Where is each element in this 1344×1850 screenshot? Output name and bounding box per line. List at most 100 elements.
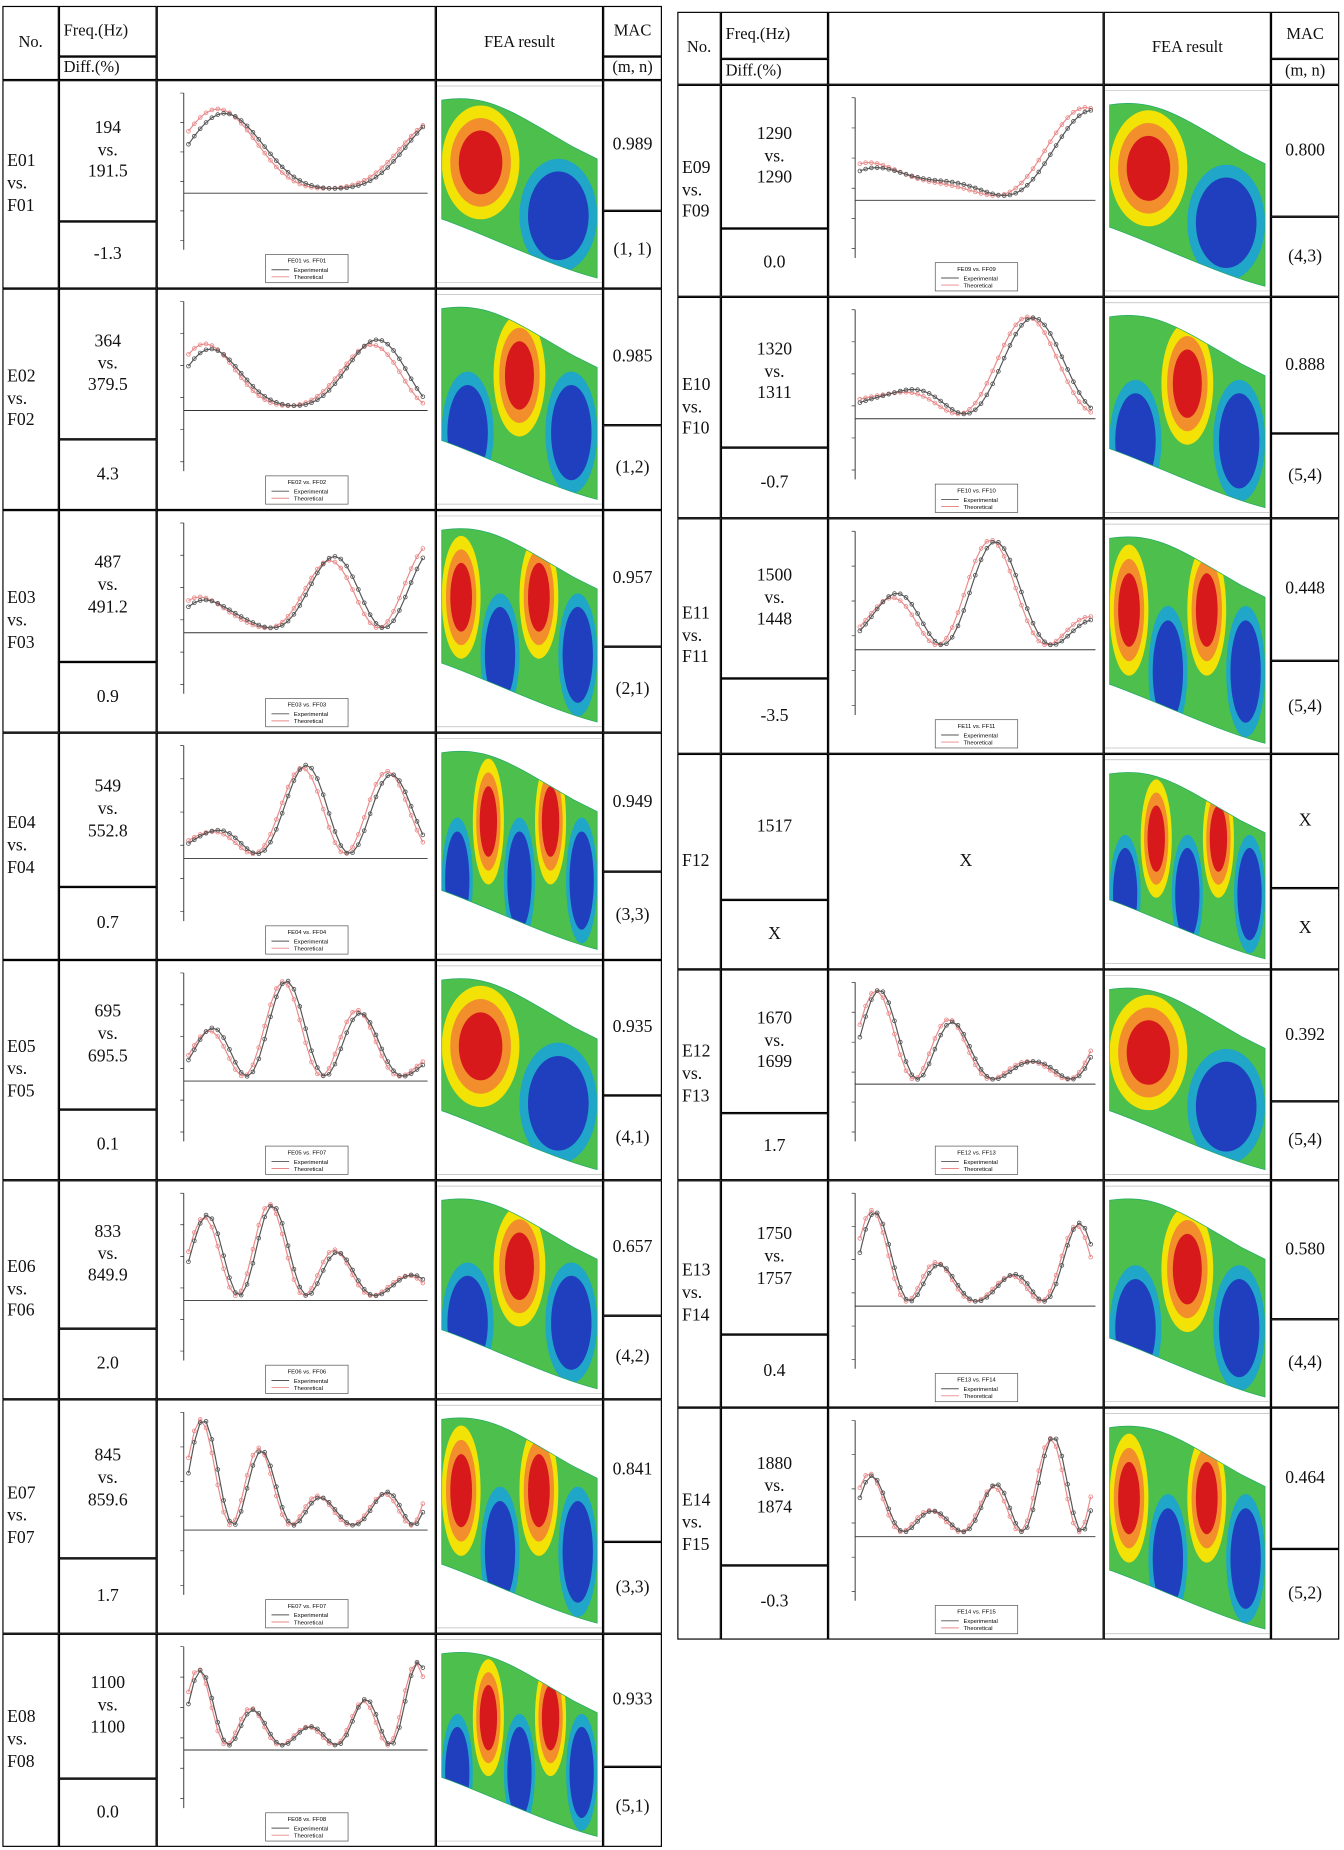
curve-marker — [268, 1014, 273, 1020]
curve-marker — [192, 1047, 197, 1053]
curve-marker — [420, 832, 426, 838]
curve-marker — [332, 1742, 338, 1748]
curve-marker — [921, 631, 926, 636]
curve-marker — [1013, 1062, 1019, 1068]
curve-marker — [326, 1071, 332, 1077]
curve-marker — [414, 395, 420, 401]
fea-cell — [1103, 296, 1271, 519]
diff-percent: -1.3 — [93, 245, 122, 264]
curve-marker — [332, 554, 338, 559]
plot-legend — [265, 925, 349, 955]
curve-marker — [984, 381, 990, 386]
curve-marker — [197, 598, 203, 603]
curve-marker — [356, 1278, 361, 1283]
curve-marker — [309, 1724, 314, 1729]
curve-marker — [1013, 1271, 1019, 1277]
curve-marker — [291, 1736, 297, 1741]
curve-marker — [192, 133, 197, 139]
fea-mode-image — [437, 1185, 602, 1394]
legend-label: Experimental — [294, 712, 328, 718]
curve-marker — [186, 1701, 191, 1707]
row-no: E06 vs. F06 — [2, 1180, 59, 1400]
curve-marker — [186, 598, 191, 603]
curve-marker — [197, 1420, 203, 1425]
mode-contour — [1126, 420, 1145, 462]
curve-marker — [361, 181, 367, 186]
curve-marker — [238, 617, 244, 622]
curve-marker — [221, 1498, 226, 1503]
plate-outline — [441, 98, 598, 279]
curve-marker — [233, 1293, 238, 1298]
curve-marker — [344, 185, 349, 191]
curve-marker — [897, 1052, 903, 1058]
legend-label: Experimental — [294, 939, 328, 945]
curve-marker — [192, 600, 197, 606]
legend-label: Experimental — [964, 733, 998, 739]
curve-marker — [274, 625, 279, 630]
curve-marker — [967, 183, 972, 189]
curve-marker — [203, 830, 209, 836]
header-no: No. — [677, 11, 721, 85]
curve-marker — [209, 346, 215, 352]
curve-marker — [233, 613, 238, 619]
header-text: Diff.(%) — [63, 59, 120, 77]
curve-marker — [978, 557, 984, 562]
curve-marker — [309, 774, 314, 780]
curve-marker — [262, 1450, 267, 1455]
fea-cell — [435, 1399, 604, 1634]
mac-value: 0.935 — [612, 1017, 653, 1037]
mode-id: E06 — [7, 1257, 36, 1277]
mode-id: vs. — [7, 611, 28, 631]
mode-index: (4,4) — [1288, 1353, 1323, 1373]
diff-percent: 2.0 — [96, 1354, 119, 1373]
diff-cell: 0.1 — [58, 1109, 157, 1181]
freq-cell: 845 vs. 859.6 — [58, 1399, 157, 1559]
experimental-curve — [859, 1438, 1092, 1533]
experimental-curve — [188, 764, 424, 855]
curve-marker — [926, 1051, 932, 1057]
frequency: vs. — [97, 1696, 118, 1716]
plot-cell: X — [828, 753, 1104, 970]
curve-marker — [250, 1707, 256, 1712]
curve-marker — [414, 566, 420, 572]
curve-marker — [215, 1243, 221, 1249]
mode-contour — [576, 859, 587, 902]
curve-marker — [361, 1516, 367, 1522]
curve-marker — [303, 1293, 308, 1298]
curve-marker — [215, 1027, 221, 1033]
mode-id: vs. — [682, 626, 703, 646]
curve-marker — [233, 363, 238, 369]
mac-cell: 0.392 — [1270, 969, 1340, 1102]
curve-marker — [420, 394, 426, 399]
curve-marker — [186, 1470, 191, 1476]
curve-marker — [1013, 185, 1019, 191]
curve-marker — [209, 1450, 215, 1456]
curve-marker — [1019, 589, 1024, 595]
frequency: 549 — [94, 777, 122, 797]
curve-marker — [1053, 1444, 1059, 1449]
frequency: 1750 — [756, 1225, 793, 1245]
curve-marker — [1071, 1227, 1076, 1232]
curve-marker — [915, 391, 920, 397]
curve-marker — [414, 131, 420, 136]
curve-marker — [967, 1296, 972, 1302]
curve-marker — [227, 1275, 232, 1280]
mode-index: (2,1) — [615, 679, 650, 699]
curve-marker — [373, 1712, 379, 1717]
mode-contour — [451, 1752, 463, 1793]
curve-marker — [285, 170, 291, 175]
curve-marker — [973, 1299, 978, 1304]
curve-marker — [291, 997, 297, 1002]
curve-marker — [268, 1002, 273, 1007]
curve-marker — [338, 1517, 344, 1523]
plot-cell: FE10 vs. FF10 Experimental Theoretical — [828, 296, 1104, 519]
mode-id: vs. — [682, 1513, 703, 1533]
curve-marker — [385, 1492, 391, 1497]
curve-marker — [332, 840, 338, 845]
curve-marker — [391, 1498, 396, 1504]
curve-marker — [361, 1012, 367, 1017]
curve-marker — [857, 1034, 863, 1040]
curve-marker — [1053, 342, 1059, 347]
